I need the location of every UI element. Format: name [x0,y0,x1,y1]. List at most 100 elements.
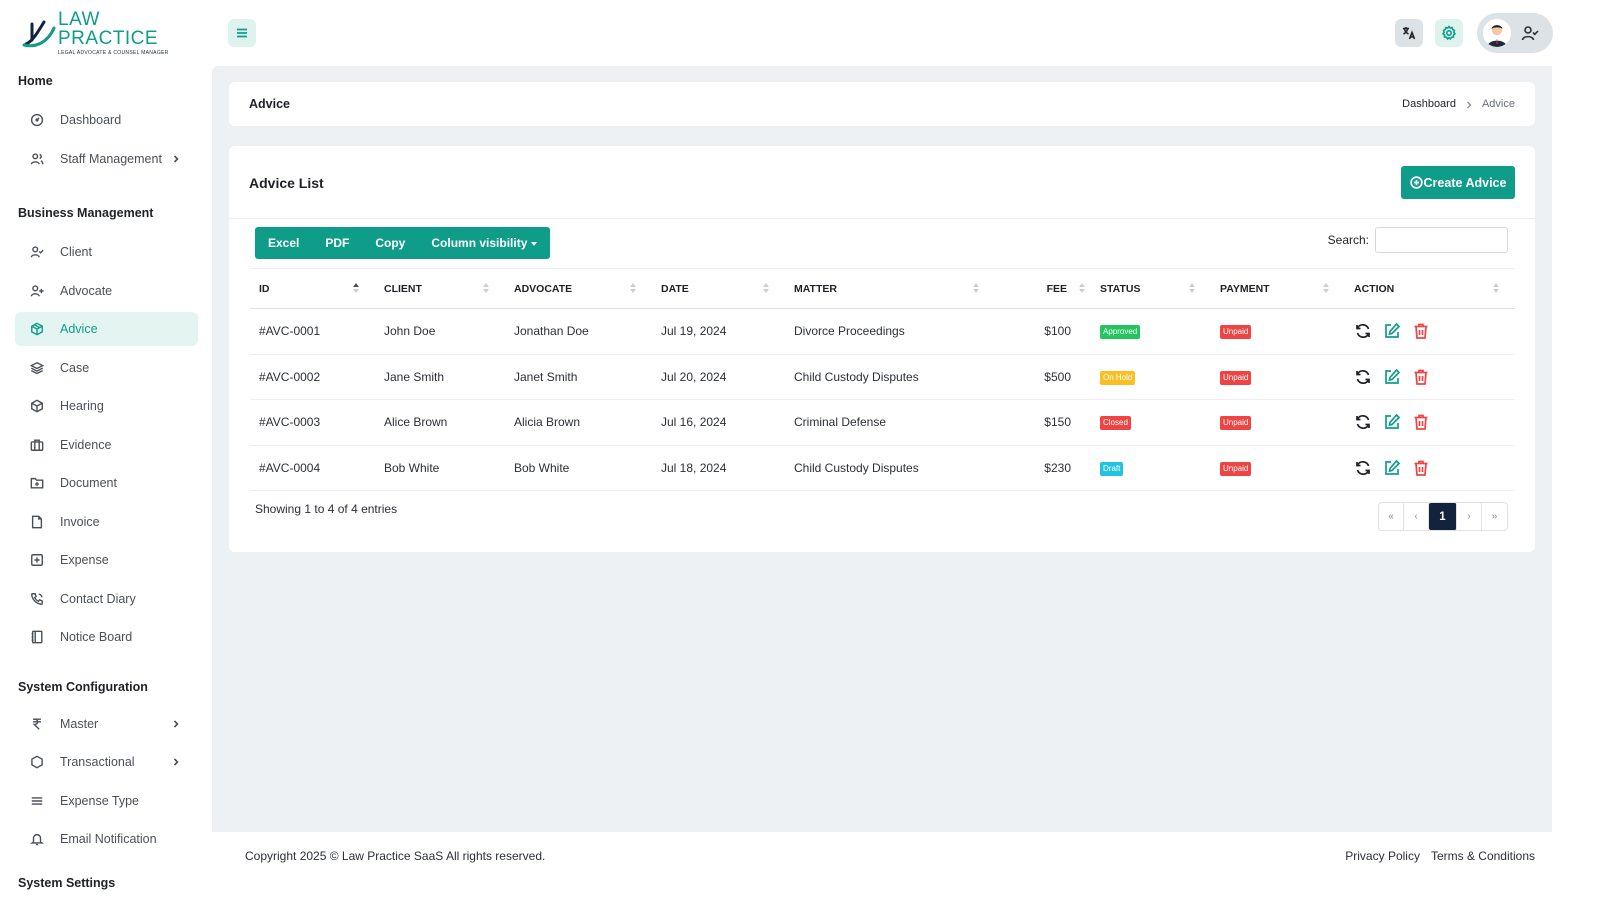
sidebar-item-hearing[interactable]: Hearing [15,389,198,423]
pagination-last-button[interactable]: » [1491,511,1498,522]
cell-status: Approved [1091,308,1211,355]
delete-icon[interactable] [1412,413,1430,431]
sidebar-item-label: Evidence [60,437,112,452]
footer-links: Privacy Policy Terms & Conditions [1334,849,1535,863]
sidebar-item-evidence[interactable]: Evidence [15,428,198,462]
column-header-status[interactable]: STATUS [1091,268,1211,309]
column-label: ID [259,282,270,295]
sidebar-item-email-notification[interactable]: Email Notification [15,822,198,856]
cell-payment: Unpaid [1211,445,1345,491]
gear-icon [1441,25,1457,41]
pagination-next-button[interactable]: › [1457,503,1482,530]
sort-icon [630,283,636,295]
logo-mark-icon [22,18,56,48]
edit-icon[interactable] [1383,322,1401,340]
folder-plus-icon [30,476,44,490]
page-edge [1552,66,1600,832]
table-info: Showing 1 to 4 of 4 entries [255,502,398,516]
sidebar-item-label: Dashboard [60,113,122,127]
sidebar-item-transactional[interactable]: Transactional [15,745,198,779]
excel-export-button[interactable]: Excel [268,236,300,250]
brand-logo[interactable]: LAW PRACTICE LEGAL ADVOCATE & COUNSEL MA… [22,10,197,56]
column-header-advocate[interactable]: ADVOCATE [505,268,652,309]
cell-advocate: Janet Smith [505,354,652,400]
status-badge: Approved [1100,325,1141,340]
nav-section-home: Home [18,74,53,88]
card-title: Advice List [249,175,324,191]
cell-id: #AVC-0002 [250,354,375,400]
cell-id: #AVC-0004 [250,445,375,491]
edit-icon[interactable] [1383,459,1401,477]
refresh-icon[interactable] [1354,368,1372,386]
table-row: #AVC-0001 John Doe Jonathan Doe Jul 19, … [250,308,1515,355]
create-advice-button[interactable]: Create Advice [1401,166,1515,199]
sidebar-item-label: Case [60,360,90,375]
sidebar-item-master[interactable]: Master [15,707,198,741]
brand-subtitle: LEGAL ADVOCATE & COUNSEL MANAGER [58,50,169,56]
privacy-policy-link[interactable]: Privacy Policy [1345,849,1420,863]
sidebar-item-advocate[interactable]: Advocate [15,274,198,308]
terms-conditions-link[interactable]: Terms & Conditions [1430,849,1535,863]
cell-fee: $150 [995,399,1091,446]
pdf-export-button[interactable]: PDF [325,236,350,250]
cell-payment: Unpaid [1211,399,1345,446]
edit-icon[interactable] [1383,368,1401,386]
payment-badge: Unpaid [1220,416,1252,431]
column-visibility-button[interactable]: Column visibility [418,227,550,259]
sidebar-item-expense[interactable]: Expense [15,543,198,577]
delete-icon[interactable] [1412,368,1430,386]
chevron-right-icon [1465,100,1473,109]
edit-icon[interactable] [1383,413,1401,431]
sidebar-item-document[interactable]: Document [15,466,198,500]
sidebar-item-client[interactable]: Client [15,235,198,269]
sidebar-item-case[interactable]: Case [15,351,198,385]
cell-date: Jul 19, 2024 [652,308,785,355]
copy-button[interactable]: Copy [375,236,406,250]
sort-icon [973,283,979,295]
cell-client: Bob White [375,445,505,491]
column-header-fee[interactable]: FEE [995,268,1091,309]
refresh-icon[interactable] [1354,459,1372,477]
sidebar-item-notice-board[interactable]: Notice Board [15,620,198,654]
breadcrumb-dashboard-link[interactable]: Dashboard [1402,98,1456,110]
settings-button[interactable] [1435,19,1463,47]
delete-icon[interactable] [1412,322,1430,340]
column-header-date[interactable]: DATE [652,268,785,309]
avatar [1483,19,1511,47]
language-button[interactable] [1395,19,1423,47]
pagination-page-1[interactable]: 1 [1429,503,1457,530]
sidebar: LAW PRACTICE LEGAL ADVOCATE & COUNSEL MA… [0,0,212,900]
column-header-client[interactable]: CLIENT [375,268,505,309]
table-header-row: ID CLIENT ADVOCATE DATE MATTER FEE STATU… [250,268,1515,309]
column-header-matter[interactable]: MATTER [785,268,995,309]
search-input[interactable] [1375,227,1508,253]
phone-icon [30,592,44,606]
refresh-icon[interactable] [1354,413,1372,431]
status-badge: Closed [1100,416,1131,431]
sidebar-item-contact-diary[interactable]: Contact Diary [15,582,198,616]
user-menu[interactable] [1477,13,1553,53]
sidebar-item-invoice[interactable]: Invoice [15,505,198,539]
column-label: DATE [661,282,689,295]
sidebar-item-staff-management[interactable]: Staff Management [15,142,198,176]
delete-icon[interactable] [1412,459,1430,477]
search-label: Search: [1327,233,1369,247]
sidebar-item-expense-type[interactable]: Expense Type [15,784,198,818]
pagination-first-button[interactable]: « [1379,503,1404,530]
main-content: Advice Dashboard Advice Advice List Crea… [212,66,1552,832]
column-header-payment[interactable]: PAYMENT [1211,268,1345,309]
cell-payment: Unpaid [1211,308,1345,355]
sidebar-item-advice[interactable]: Advice [15,312,198,346]
refresh-icon[interactable] [1354,322,1372,340]
sidebar-nav: Home Dashboard Staff Management Business… [0,68,212,896]
table-row: #AVC-0003 Alice Brown Alicia Brown Jul 1… [250,399,1515,446]
sort-icon [1189,283,1195,295]
nav-section-system-settings: System Settings [18,875,116,890]
pagination-prev-button[interactable]: ‹ [1404,503,1429,530]
sidebar-item-dashboard[interactable]: Dashboard [15,103,198,137]
sidebar-toggle-button[interactable] [228,19,256,47]
column-header-id[interactable]: ID [250,268,375,309]
column-label: MATTER [794,282,837,295]
column-header-action[interactable]: ACTION [1345,268,1515,309]
payment-badge: Unpaid [1220,325,1252,340]
